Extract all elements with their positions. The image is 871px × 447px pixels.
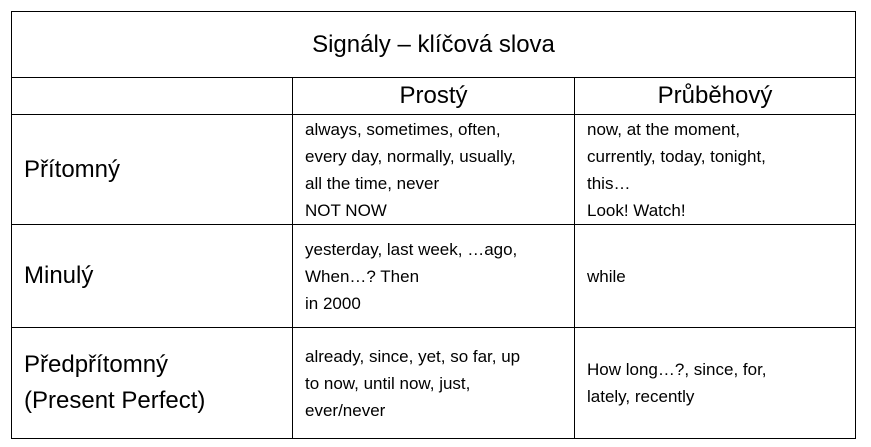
signal-text: lately, recently xyxy=(587,387,695,406)
signal-text: to now, until now, just, xyxy=(305,373,471,393)
column-header: Průběhový xyxy=(657,82,773,109)
signal-text: currently, today, tonight, xyxy=(587,146,766,166)
signal-text: all the time, never xyxy=(305,173,440,193)
signal-text: already, since, yet, so far, up xyxy=(305,346,521,366)
simple-cell: always, sometimes, often, every day, norm… xyxy=(292,114,575,225)
row-label-cell: Minulý xyxy=(11,224,293,328)
signal-text: ever/never xyxy=(305,400,386,420)
signal-text: every day, normally, usually, xyxy=(305,146,516,166)
row-label: Přítomný xyxy=(24,155,121,183)
signal-text: in 2000 xyxy=(305,293,361,313)
signal-text: yesterday, last week, …ago, xyxy=(305,239,518,259)
signal-text: Look! Watch! xyxy=(587,200,686,220)
title-cell: Signály – klíčová slova xyxy=(11,11,856,78)
signal-text: NOT NOW xyxy=(305,200,387,220)
simple-cell: already, since, yet, so far, up to now, u… xyxy=(292,327,575,439)
signal-text: always, sometimes, often, xyxy=(305,119,501,139)
signal-text: while xyxy=(587,266,626,286)
row-label: Předpřítomný xyxy=(24,351,169,378)
simple-cell: yesterday, last week, …ago, When…? Then in… xyxy=(292,224,575,328)
header-cell: Prostý xyxy=(292,77,575,115)
progressive-cell: while xyxy=(574,224,856,328)
row-label-cell: Přítomný xyxy=(11,114,293,225)
progressive-cell: How long…?, since, for, lately, recently xyxy=(574,327,856,439)
header-cell: Průběhový xyxy=(574,77,856,115)
signal-text: How long…?, since, for, xyxy=(587,360,767,379)
row-label: (Present Perfect) xyxy=(24,387,206,414)
signal-text: When…? Then xyxy=(305,266,420,286)
header-cell xyxy=(11,77,293,115)
table-title: Signály – klíčová slova xyxy=(312,30,555,58)
signal-text: this… xyxy=(587,173,631,193)
signal-text: now, at the moment, xyxy=(587,119,741,139)
row-label: Minulý xyxy=(24,262,94,289)
progressive-cell: now, at the moment, currently, today, ton… xyxy=(574,114,856,225)
row-label-cell: Předpřítomný (Present Perfect) xyxy=(11,327,293,439)
column-header: Prostý xyxy=(399,82,468,109)
